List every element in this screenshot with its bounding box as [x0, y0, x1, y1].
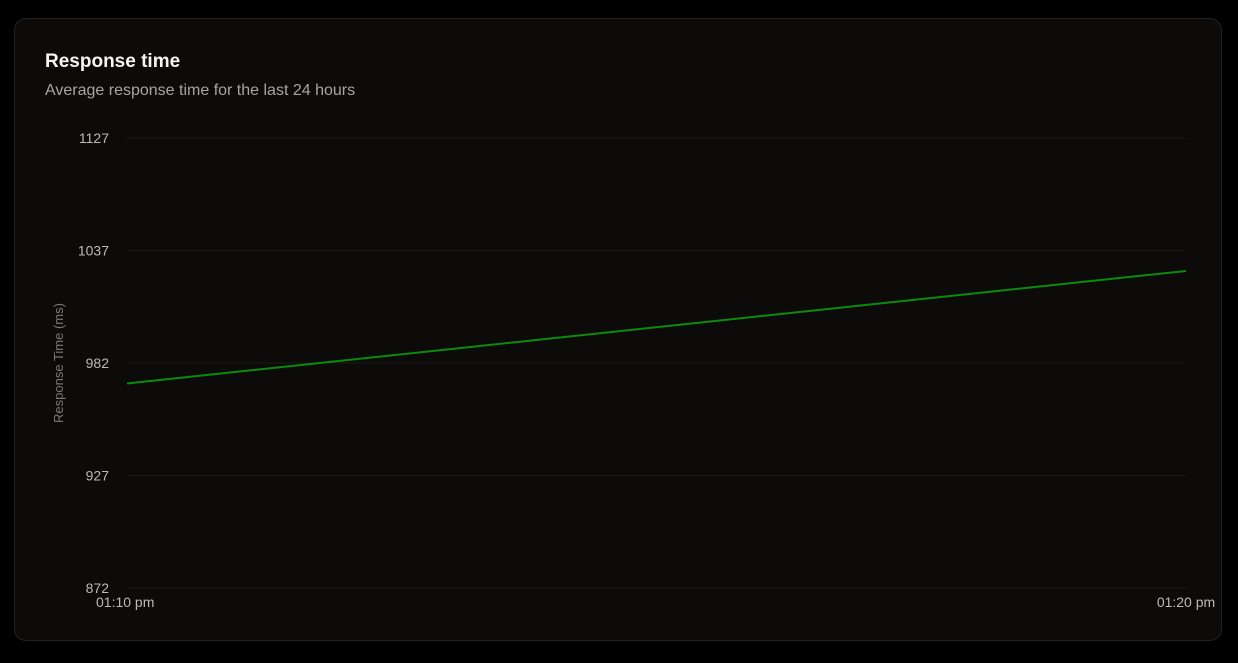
card-subtitle: Average response time for the last 24 ho… — [45, 82, 356, 99]
y-tick-label: 1037 — [78, 243, 109, 259]
x-tick-label: 01:20 pm — [1157, 594, 1215, 610]
series-layer — [126, 269, 1187, 385]
card-title: Response time — [45, 51, 181, 72]
x-tick-label: 01:10 pm — [96, 594, 154, 610]
grid-lines — [127, 137, 1186, 589]
y-axis-ticks: 1127 1037 982 927 872 — [78, 130, 109, 596]
response-time-chart: 1127 1037 982 927 872 01:10 pm 01:20 pm Respo… — [51, 130, 1215, 610]
y-tick-label: 927 — [86, 468, 110, 484]
y-tick-label: 982 — [86, 355, 110, 371]
response-time-card: Response time Average response time for … — [14, 18, 1222, 641]
series-line — [126, 269, 1187, 385]
x-axis-ticks: 01:10 pm 01:20 pm — [96, 594, 1215, 610]
y-tick-label: 1127 — [79, 130, 109, 146]
y-axis-title: Response Time (ms) — [51, 303, 66, 423]
y-tick-label: 872 — [86, 580, 110, 596]
